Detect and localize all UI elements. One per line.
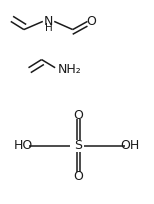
Text: O: O <box>86 15 96 28</box>
Text: H: H <box>45 23 52 33</box>
Text: S: S <box>75 139 83 152</box>
Text: N: N <box>44 15 53 28</box>
Text: O: O <box>74 109 83 122</box>
Text: NH₂: NH₂ <box>58 63 81 76</box>
Text: HO: HO <box>14 139 34 152</box>
Text: OH: OH <box>120 139 140 152</box>
Text: O: O <box>74 170 83 183</box>
